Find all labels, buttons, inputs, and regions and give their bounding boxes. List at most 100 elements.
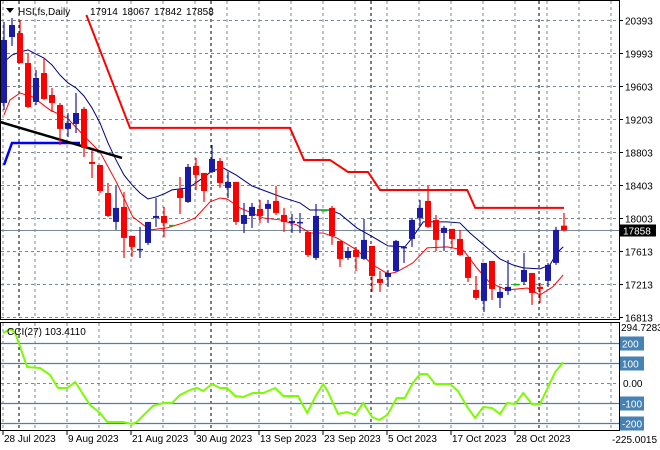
cci-subwindow <box>1 327 619 426</box>
candle-bearish <box>353 249 359 257</box>
cci-min-label: -225.0015 <box>612 435 657 446</box>
candle-bullish <box>361 239 367 259</box>
cci-level-label: -100 <box>622 400 642 411</box>
cci-level-box <box>620 336 644 351</box>
price-axis-label: 19603 <box>625 83 653 94</box>
date-axis-label: 28 Oct 2023 <box>516 434 571 445</box>
candle-bullish <box>73 112 79 124</box>
candle-bullish <box>481 262 487 301</box>
candle-bullish <box>497 291 503 298</box>
candle-bullish <box>137 248 143 251</box>
cci-line <box>2 327 564 426</box>
cci-level-box <box>620 416 644 431</box>
cci-level-label: -200 <box>622 420 642 431</box>
date-axis-label: 21 Aug 2023 <box>132 434 189 445</box>
close-value: 17858 <box>186 7 214 18</box>
candle-bullish <box>33 77 39 102</box>
candle-bearish <box>449 228 455 239</box>
candle-bearish <box>105 192 111 216</box>
candle-bearish <box>121 206 127 238</box>
cci-level-box <box>620 356 644 371</box>
candle-bearish <box>177 188 183 198</box>
cci-window-frame <box>0 322 620 431</box>
candle-bullish <box>209 158 215 172</box>
price-axis-label: 17213 <box>625 281 653 292</box>
candle-bearish <box>465 256 471 278</box>
price-axis-label: 18803 <box>625 149 653 160</box>
candle-bullish <box>297 221 303 224</box>
cci-level-label: 100 <box>622 360 639 371</box>
candle-bearish <box>433 219 439 240</box>
slow-moving-average-line <box>3 49 564 270</box>
cci-zero-label: 0.00 <box>623 379 643 390</box>
price-axis-label: 16813 <box>625 314 653 325</box>
price-axis-label: 19993 <box>625 50 653 61</box>
candle-bearish <box>377 278 383 283</box>
candle-bullish <box>385 272 391 277</box>
candles <box>1 18 567 312</box>
date-axis-label: 5 Oct 2023 <box>388 434 437 445</box>
dropdown-triangle-icon[interactable] <box>6 8 14 13</box>
cci-max-label: 294.7283 <box>621 323 660 334</box>
candle-bullish <box>417 207 423 218</box>
candle-bearish <box>201 172 207 191</box>
candle-bearish <box>561 225 567 231</box>
candle-bullish <box>289 220 295 223</box>
candle-bearish <box>489 260 495 289</box>
price-axis-label: 18003 <box>625 215 653 226</box>
candle-bearish <box>49 94 55 103</box>
candle-bullish <box>441 227 447 233</box>
candle-bearish <box>305 231 311 255</box>
candle-bullish <box>241 214 247 224</box>
candle-bullish <box>153 215 159 218</box>
current-price-box <box>620 224 656 237</box>
fast-moving-average-line <box>3 92 564 296</box>
current-price-label: 17858 <box>623 227 651 238</box>
candle-bullish <box>505 286 511 291</box>
price-axis-label: 20393 <box>625 17 653 28</box>
candle-bearish <box>57 104 63 129</box>
open-value: 17914 <box>90 7 118 18</box>
candle-bearish <box>233 181 239 222</box>
candle-bearish <box>41 73 47 99</box>
candle-bullish <box>545 264 551 281</box>
candle-bullish <box>345 250 351 258</box>
candle-bearish <box>217 160 223 183</box>
candle-bearish <box>25 62 31 107</box>
candle-bearish <box>193 165 199 175</box>
price-axis-label: 17613 <box>625 248 653 259</box>
candle-bullish <box>409 219 415 239</box>
candle-bearish <box>529 272 535 293</box>
candle-bullish <box>145 221 151 243</box>
candle-bullish <box>401 246 407 249</box>
grid <box>1 1 619 430</box>
date-axis-label: 28 Jul 2023 <box>4 434 56 445</box>
candle-bullish <box>1 39 7 103</box>
candle-bullish <box>9 24 15 38</box>
candle-bearish <box>257 208 263 216</box>
candle-bearish <box>537 286 543 289</box>
date-axis-label: 17 Oct 2023 <box>452 434 507 445</box>
candle-bearish <box>329 207 335 236</box>
high-value: 18067 <box>122 7 150 18</box>
candle-bearish <box>17 33 23 63</box>
cci-level-label: 200 <box>622 340 639 351</box>
price-axis-label: 18403 <box>625 182 653 193</box>
candle-bearish <box>273 200 279 213</box>
candle-bullish <box>265 203 271 209</box>
symbol-label: HSI,fs,Daily <box>18 7 70 18</box>
chart-header: HSI,fs,Daily 17914 18067 17842 17858 <box>6 7 214 18</box>
date-axis-label: 23 Sep 2023 <box>324 434 381 445</box>
candle-bearish <box>129 235 135 247</box>
main-window-frame <box>0 0 620 320</box>
candle-bearish <box>457 238 463 255</box>
trendline <box>0 120 123 160</box>
candle-bearish <box>473 289 479 298</box>
candle-bearish <box>281 214 287 222</box>
candle-bullish <box>553 229 559 263</box>
candle-bullish <box>185 166 191 202</box>
candle-bullish <box>313 215 319 258</box>
low-value: 17842 <box>154 7 182 18</box>
candle-bearish <box>161 215 167 223</box>
